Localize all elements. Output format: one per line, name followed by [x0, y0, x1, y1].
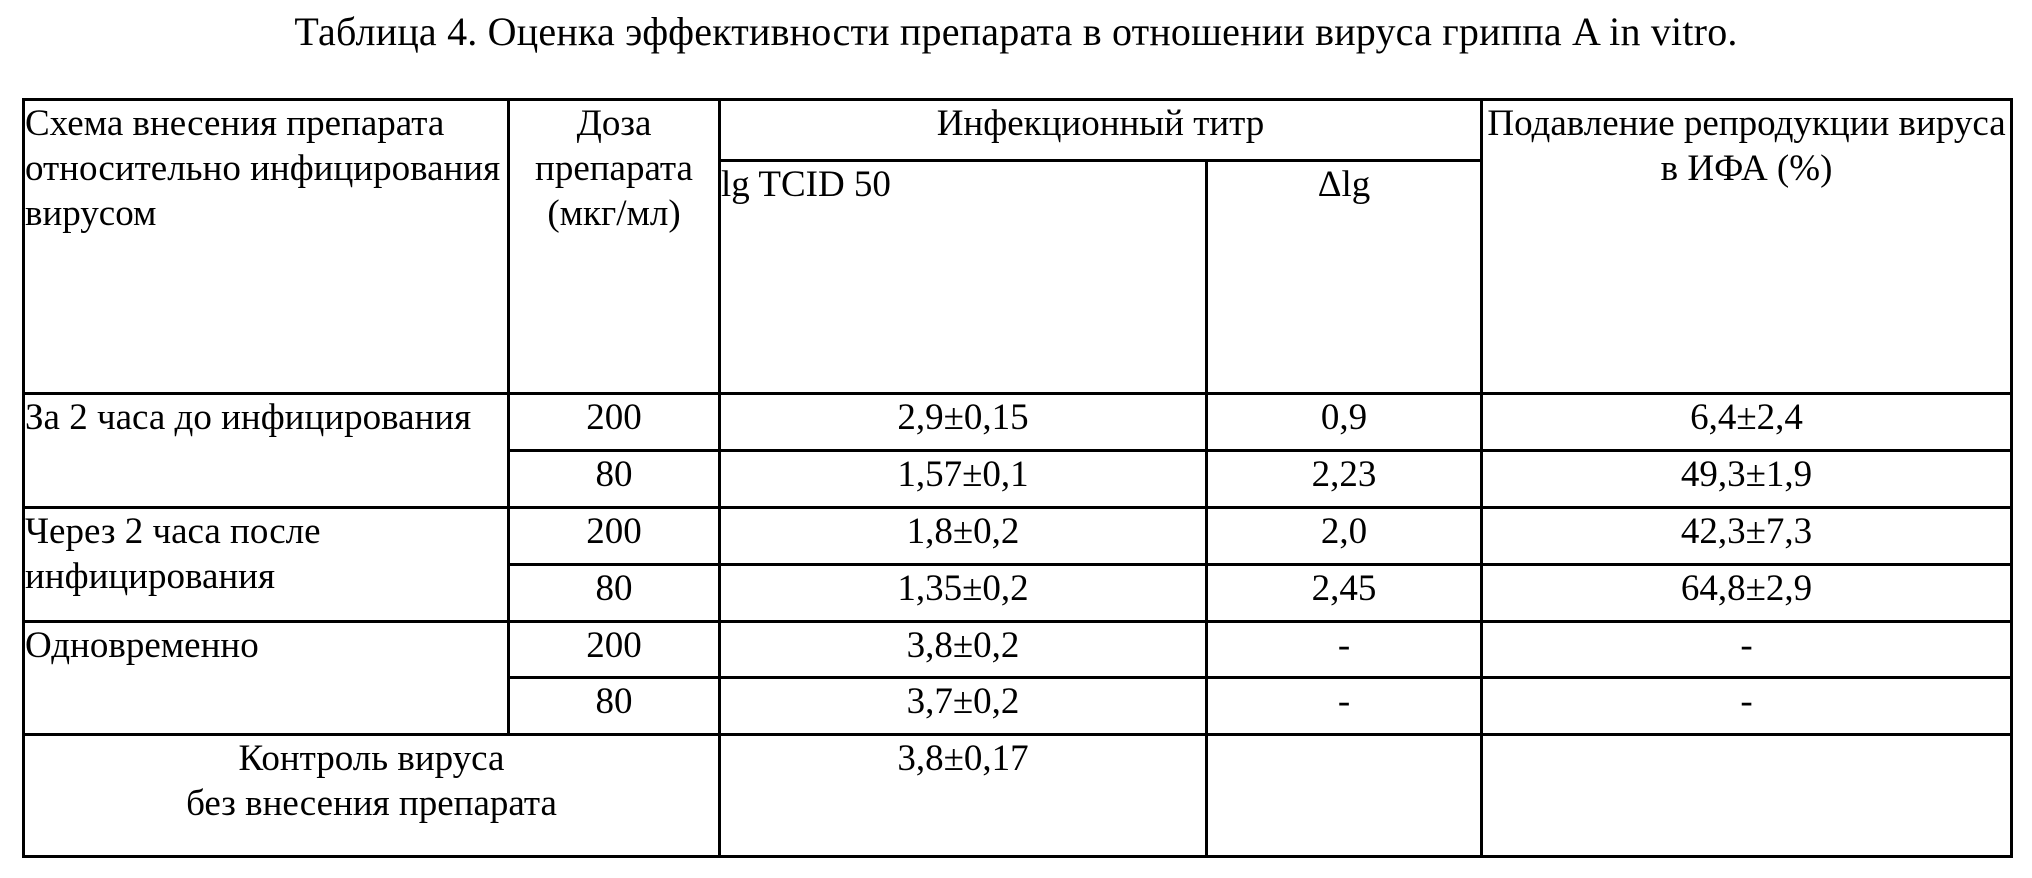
table-header-row-1: Схема внесения препарата относительно ин…	[22, 97, 2014, 396]
row-label-before-infection: За 2 часа до инфицирования	[22, 392, 510, 509]
cell-elisa	[1480, 733, 2014, 858]
efficacy-table: Схема внесения препарата относительно ин…	[22, 97, 2014, 858]
cell-elisa: 64,8±2,9	[1480, 563, 2014, 623]
table-row: За 2 часа до инфицирования 200 2,9±0,15 …	[22, 392, 2014, 509]
cell-delta-lg: -	[1204, 676, 1484, 737]
row-label-simultaneous: Одновременно	[22, 619, 510, 737]
header-elisa-suppression: Подавление репродукции вируса в ИФА (%)	[1480, 97, 2014, 396]
cell-lg-tcid50: 3,8±0,2	[718, 619, 1208, 680]
header-lg-tcid50: lg TCID 50	[718, 158, 1208, 396]
table-row: Одновременно 200 3,8±0,2 - -	[22, 619, 2014, 737]
table-row: 80 3,7±0,2 - -	[24, 676, 2014, 737]
table-row-control: Контроль вируса без внесения препарата 3…	[22, 733, 2014, 858]
cell-delta-lg: 2,45	[1204, 563, 1484, 623]
cell-dose: 80	[507, 449, 721, 509]
cell-lg-tcid50: 1,57±0,1	[718, 449, 1208, 509]
cell-dose: 200	[507, 619, 721, 680]
cell-delta-lg: -	[1204, 619, 1484, 680]
cell-lg-tcid50: 3,8±0,17	[718, 733, 1208, 858]
table-row: Через 2 часа после инфицирования 200 1,8…	[22, 505, 2014, 623]
cell-elisa: -	[1480, 619, 2014, 680]
cell-dose: 200	[507, 392, 721, 453]
row-label-after-infection: Через 2 часа после инфицирования	[22, 505, 510, 623]
table-header-row-2: lg TCID 50 Δlg	[24, 158, 2012, 396]
cell-lg-tcid50: 1,35±0,2	[718, 563, 1208, 623]
header-infectious-titer: Инфекционный титр	[717, 98, 1484, 162]
cell-delta-lg: 2,0	[1204, 505, 1484, 566]
cell-lg-tcid50: 2,9±0,15	[718, 392, 1208, 453]
page-title: Таблица 4. Оценка эффективности препарат…	[294, 9, 1738, 54]
header-scheme: Схема внесения препарата относительно ин…	[22, 97, 510, 396]
cell-elisa: -	[1480, 676, 2014, 737]
cell-lg-tcid50: 3,7±0,2	[718, 676, 1208, 737]
cell-dose: 80	[507, 676, 721, 737]
cell-elisa: 49,3±1,9	[1480, 449, 2014, 509]
cell-delta-lg: 2,23	[1204, 449, 1484, 509]
cell-delta-lg	[1204, 733, 1484, 858]
control-label-line-1: Контроль вируса	[238, 738, 505, 780]
cell-lg-tcid50: 1,8±0,2	[718, 505, 1208, 566]
cell-elisa: 6,4±2,4	[1480, 392, 2014, 453]
cell-elisa: 42,3±7,3	[1480, 505, 2014, 566]
header-delta-lg: Δlg	[1204, 158, 1484, 396]
cell-dose: 80	[507, 563, 721, 623]
cell-dose: 200	[507, 505, 721, 566]
efficacy-table-container: Схема внесения препарата относительно ин…	[22, 97, 2014, 858]
table-row: 80 1,35±0,2 2,45 64,8±2,9	[24, 563, 2014, 623]
table-row: 80 1,57±0,1 2,23 49,3±1,9	[24, 449, 2014, 509]
row-label-virus-control: Контроль вируса без внесения препарата	[22, 733, 721, 858]
header-dose: Доза препарата (мкг/мл)	[507, 97, 721, 396]
control-label-line-2: без внесения препарата	[186, 783, 557, 825]
cell-delta-lg: 0,9	[1204, 392, 1484, 453]
